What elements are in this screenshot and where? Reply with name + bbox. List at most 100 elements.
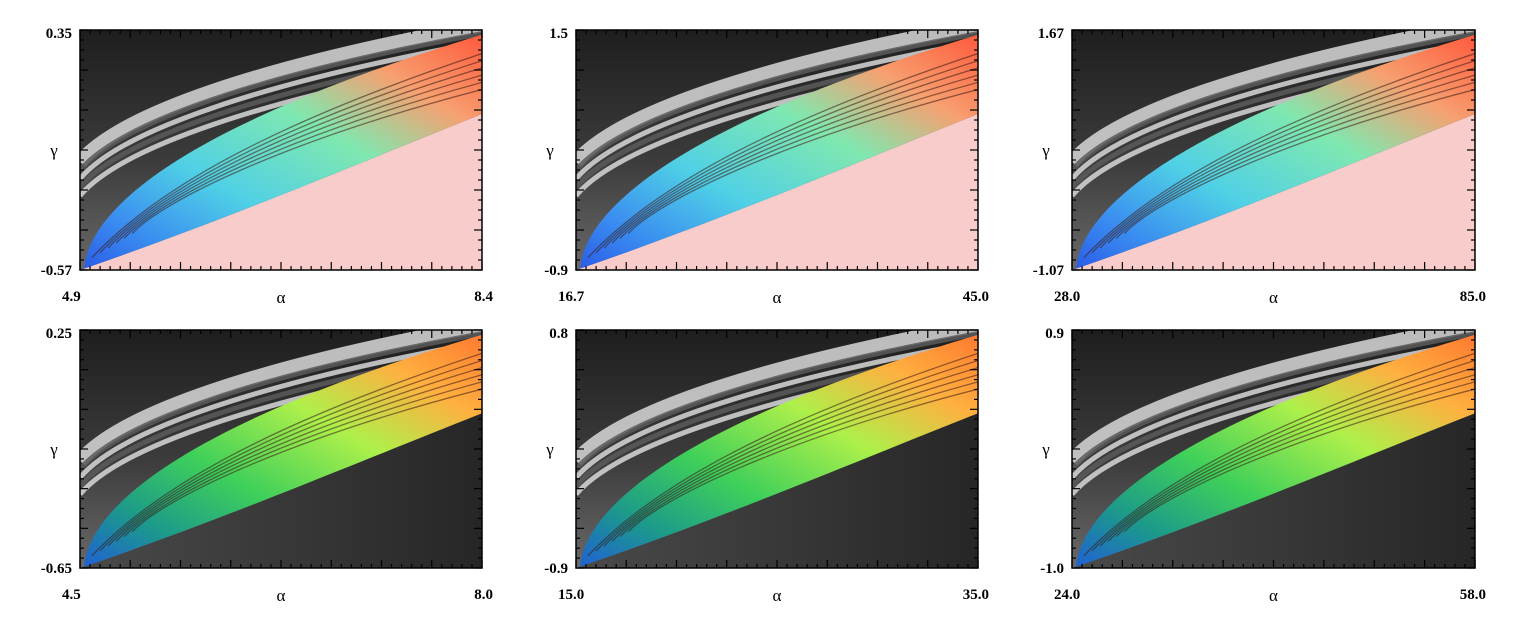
- y-axis-label: γ: [1041, 141, 1050, 160]
- x-axis-label: α: [277, 288, 286, 307]
- band-streak: [627, 388, 978, 533]
- y-tick-label-top: 1.67: [1038, 26, 1065, 42]
- band-streak: [1091, 60, 1475, 254]
- band-streak: [595, 359, 978, 552]
- band-streak: [1091, 359, 1475, 552]
- x-tick-label-right: 8.0: [474, 587, 493, 603]
- band-streak: [619, 81, 978, 239]
- axis-ticks: [79, 329, 483, 569]
- y-tick-label-top: 0.35: [46, 26, 72, 42]
- band-streak: [1083, 352, 1475, 557]
- band-streak: [123, 81, 482, 239]
- background-region: [80, 413, 482, 568]
- background-region: [576, 114, 978, 270]
- x-tick-label-left: 28.0: [1054, 289, 1080, 305]
- y-axis-label: γ: [545, 141, 554, 160]
- axis-ticks: [1071, 29, 1476, 271]
- x-tick-label-right: 58.0: [1460, 587, 1486, 603]
- y-axis-label: γ: [49, 141, 58, 160]
- background-region: [1072, 413, 1475, 568]
- plot-area: [576, 330, 978, 568]
- panel-3: 1.67 -1.07 28.0 85.0 γ α: [1033, 26, 1486, 307]
- band-streak: [1123, 388, 1475, 533]
- boundary-sheen: [1072, 39, 1475, 181]
- boundary-sheen: [1072, 331, 1475, 471]
- colored-band: [80, 34, 482, 270]
- band-streak: [91, 52, 482, 258]
- band-streak: [1115, 81, 1475, 239]
- band-streak: [115, 374, 482, 542]
- y-tick-label-top: 1.5: [549, 26, 568, 42]
- boundary-sheen: [1072, 339, 1475, 480]
- band-streak: [131, 388, 482, 533]
- y-tick-label-bottom: -0.65: [41, 561, 72, 577]
- colored-band: [576, 34, 978, 270]
- band-streak: [91, 352, 482, 557]
- boundary-sheen: [576, 330, 978, 466]
- y-tick-label-bottom: -0.9: [544, 263, 568, 279]
- boundary-sheen: [576, 331, 978, 471]
- plot-area: [1072, 30, 1475, 270]
- colored-band: [80, 334, 482, 568]
- band-streak: [1099, 67, 1475, 249]
- axis-ticks: [575, 29, 979, 271]
- band-streak: [587, 352, 978, 557]
- plot-area: [1072, 330, 1475, 568]
- panel-5: 0.8 -0.9 15.0 35.0 γ α: [544, 326, 989, 605]
- panel-4: 0.25 -0.65 4.5 8.0 γ α: [41, 326, 493, 605]
- boundary-sheen: [1072, 330, 1475, 466]
- x-axis-label: α: [773, 288, 782, 307]
- y-tick-label-bottom: -1.07: [1033, 263, 1065, 279]
- band-streak: [123, 381, 482, 538]
- band-streak: [587, 52, 978, 258]
- boundary-sheen: [80, 30, 482, 167]
- band-streak: [603, 67, 978, 249]
- band-streak: [603, 366, 978, 547]
- y-tick-label-top: 0.9: [1045, 326, 1064, 342]
- band-streak: [619, 381, 978, 538]
- band-streak: [1083, 52, 1475, 258]
- x-tick-label-left: 15.0: [558, 587, 584, 603]
- boundary-sheen: [576, 30, 978, 167]
- background-region: [80, 114, 482, 270]
- band-streak: [107, 366, 482, 547]
- x-axis-label: α: [1269, 288, 1278, 307]
- boundary-sheen: [80, 331, 482, 471]
- y-tick-label-top: 0.25: [46, 326, 72, 342]
- x-axis-label: α: [773, 586, 782, 605]
- x-tick-label-right: 85.0: [1460, 289, 1486, 305]
- x-tick-label-right: 45.0: [963, 289, 989, 305]
- y-tick-label-bottom: -0.9: [544, 561, 568, 577]
- band-streak: [131, 88, 482, 234]
- boundary-sheen: [80, 31, 482, 173]
- colored-band: [1072, 334, 1475, 568]
- x-axis-label: α: [277, 586, 286, 605]
- background-region: [1072, 114, 1475, 270]
- axis-ticks: [1071, 329, 1476, 569]
- colored-band: [576, 334, 978, 568]
- band-streak: [115, 74, 482, 244]
- plot-area: [80, 30, 482, 270]
- axis-ticks: [575, 329, 979, 569]
- plot-area: [80, 330, 482, 568]
- band-streak: [611, 374, 978, 542]
- x-tick-label-left: 16.7: [558, 289, 585, 305]
- band-streak: [1123, 88, 1475, 234]
- panel-1: 0.35 -0.57 4.9 8.4 γ α: [41, 26, 494, 307]
- boundary-sheen: [80, 339, 482, 480]
- band-streak: [1115, 381, 1475, 538]
- y-tick-label-bottom: -1.0: [1040, 561, 1064, 577]
- panel-6: 0.9 -1.0 24.0 58.0 γ α: [1040, 326, 1486, 605]
- axis-ticks: [79, 29, 483, 271]
- plot-area: [576, 30, 978, 270]
- band-streak: [627, 88, 978, 234]
- band-streak: [1099, 366, 1475, 547]
- colored-band: [1072, 34, 1475, 270]
- background-region: [576, 413, 978, 568]
- panel-2: 1.5 -0.9 16.7 45.0 γ α: [544, 26, 989, 307]
- y-axis-label: γ: [545, 440, 554, 459]
- band-streak: [611, 74, 978, 244]
- y-axis-label: γ: [1041, 440, 1050, 459]
- y-axis-label: γ: [49, 440, 58, 459]
- band-streak: [595, 60, 978, 254]
